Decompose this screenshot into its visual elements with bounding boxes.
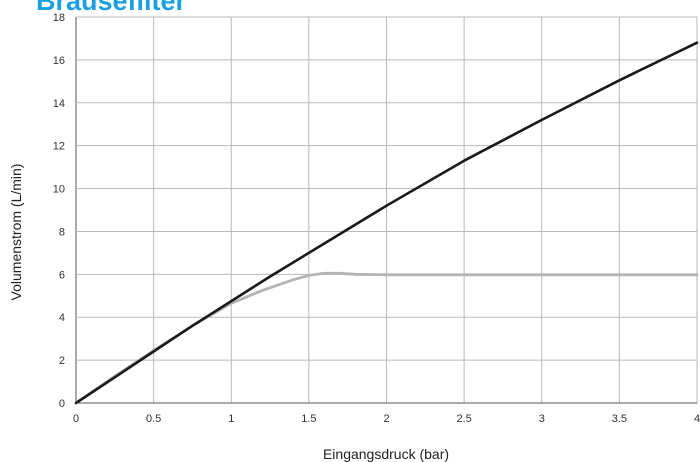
y-tick-label: 10 bbox=[53, 184, 65, 196]
x-tick-labels: 0 0.5 1 1.5 2 2.5 3 3.5 4 bbox=[73, 413, 700, 425]
y-tick-label: 6 bbox=[59, 269, 65, 281]
y-tick-label: 14 bbox=[53, 98, 65, 110]
series-line-1 bbox=[74, 41, 699, 405]
x-tick-label: 0.5 bbox=[146, 413, 161, 425]
series-lines bbox=[74, 41, 699, 405]
x-tick-label: 3.5 bbox=[612, 413, 627, 425]
y-tick-label: 4 bbox=[59, 312, 65, 324]
y-tick-label: 0 bbox=[59, 398, 65, 410]
x-axis-label: Eingangsdruck (bar) bbox=[323, 446, 449, 462]
page-title: Brausefilter bbox=[36, 0, 187, 16]
x-tick-label: 3 bbox=[539, 413, 545, 425]
x-tick-label: 1.5 bbox=[301, 413, 316, 425]
y-tick-label: 2 bbox=[59, 355, 65, 367]
y-tick-label: 8 bbox=[59, 226, 65, 238]
y-tick-label: 16 bbox=[53, 55, 65, 67]
x-tick-label: 2.5 bbox=[456, 413, 471, 425]
y-axis-label: Volumenstrom (L/min) bbox=[8, 164, 24, 301]
y-tick-label: 18 bbox=[53, 12, 65, 24]
grid-lines bbox=[75, 16, 698, 404]
y-tick-label: 12 bbox=[53, 141, 65, 153]
x-tick-label: 1 bbox=[228, 413, 234, 425]
x-tick-label: 0 bbox=[73, 413, 79, 425]
x-tick-label: 2 bbox=[383, 413, 389, 425]
x-tick-label: 4 bbox=[694, 413, 700, 425]
y-tick-labels: 0 2 4 6 8 10 12 14 16 18 bbox=[53, 12, 65, 410]
